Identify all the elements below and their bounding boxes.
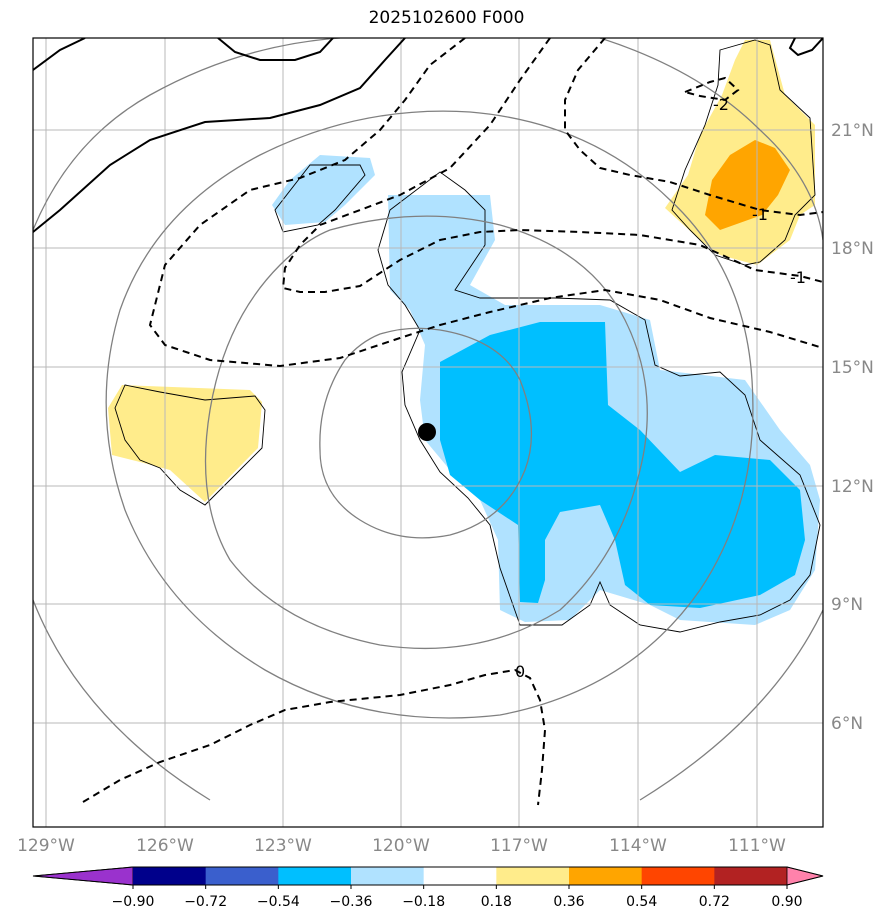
longitude-tick-label: 123°W: [254, 836, 312, 856]
latitude-tick-label: 18°N: [831, 239, 874, 259]
shade-orange-ne: [705, 140, 790, 230]
shading-layer: [108, 40, 820, 625]
colorbar-segment: [496, 867, 570, 885]
dashed-contour-ne: [564, 38, 823, 217]
latitude-tick-label: 9°N: [831, 595, 863, 615]
colorbar-segment: [423, 867, 497, 885]
map-plot-area: -2 -1 0 -1: [33, 38, 823, 827]
circle-1: [319, 327, 533, 539]
colorbar-level-label: −0.90: [112, 894, 155, 910]
colorbar-segment: [205, 867, 279, 885]
longitude-tick-label: 120°W: [372, 836, 430, 856]
colorbar-level-label: 0.72: [699, 894, 730, 910]
latitude-labels: 21°N 18°N 15°N 12°N 9°N 6°N: [831, 121, 874, 734]
outline-main: [377, 171, 821, 633]
contour-label: 0: [515, 662, 525, 681]
colorbar-segment: [351, 867, 425, 885]
longitude-tick-label: 129°W: [17, 836, 75, 856]
colorbar-level-label: 0.54: [626, 894, 657, 910]
shade-yellow-west: [108, 385, 262, 502]
circle-4c: [599, 38, 823, 241]
colorbar-level-label: 0.36: [553, 894, 584, 910]
contour-label: -1: [752, 205, 768, 224]
longitude-tick-label: 117°W: [490, 836, 548, 856]
dashed-contour-south: [82, 668, 547, 806]
solid-contours: [33, 38, 823, 233]
colorbar-segment: [641, 867, 715, 885]
outline-west-blob: [114, 384, 266, 506]
map-title: 2025102600 F000: [368, 8, 525, 28]
colorbar-segment: [569, 867, 643, 885]
circle-4: [33, 38, 341, 231]
colorbar: −0.90 −0.72 −0.54 −0.36 −0.18 0.18 0.36 0.54 0.7…: [32, 866, 824, 910]
colorbar-segment: [278, 867, 352, 885]
latitude-tick-label: 21°N: [831, 121, 874, 141]
colorbar-segment: [714, 867, 788, 885]
colorbar-level-label: 0.90: [771, 894, 802, 910]
circle-4b: [33, 599, 211, 801]
solid-contour-2: [33, 38, 406, 233]
outline-contours: [114, 39, 821, 633]
longitude-labels: 129°W 126°W 123°W 120°W 117°W 114°W 111°W: [17, 836, 786, 856]
colorbar-level-label: −0.36: [330, 894, 373, 910]
storm-center-marker: [418, 423, 436, 441]
dashed-contour-inner: [281, 38, 823, 293]
solid-contour-3: [217, 38, 334, 61]
shade-deep-blue-core: [440, 322, 805, 608]
dashed-contour-outer: [148, 38, 823, 368]
solid-contour-1: [33, 38, 86, 71]
circle-2: [204, 215, 648, 650]
latitude-tick-label: 6°N: [831, 714, 863, 734]
colorbar-level-label: 0.18: [481, 894, 512, 910]
colorbar-extend-low: [32, 866, 134, 886]
outline-ne-blob: [671, 39, 816, 266]
dashed-contours: [82, 38, 823, 806]
concentric-circles: [33, 38, 823, 801]
colorbar-level-label: −0.54: [257, 894, 300, 910]
colorbar-level-label: −0.72: [184, 894, 227, 910]
longitude-tick-label: 126°W: [136, 836, 194, 856]
contour-label: -1: [790, 268, 806, 287]
graticule: [33, 38, 823, 827]
circle-4d: [639, 609, 823, 801]
contour-label: -2: [713, 95, 729, 114]
map-frame: [32, 37, 824, 828]
shade-light-blue-nw: [272, 155, 375, 225]
solid-contour-4: [788, 38, 823, 57]
outline-nw-blob: [274, 164, 366, 233]
colorbar-extend-high: [786, 866, 824, 886]
longitude-tick-label: 114°W: [609, 836, 667, 856]
contour-labels: -2 -1 0 -1: [515, 95, 806, 681]
colorbar-level-label: −0.18: [402, 894, 445, 910]
circle-3: [105, 110, 754, 719]
dashed-contour-ne-small: [681, 76, 740, 102]
latitude-tick-label: 15°N: [831, 358, 874, 378]
longitude-tick-label: 111°W: [728, 836, 786, 856]
latitude-tick-label: 12°N: [831, 477, 874, 497]
colorbar-segment: [133, 867, 207, 885]
